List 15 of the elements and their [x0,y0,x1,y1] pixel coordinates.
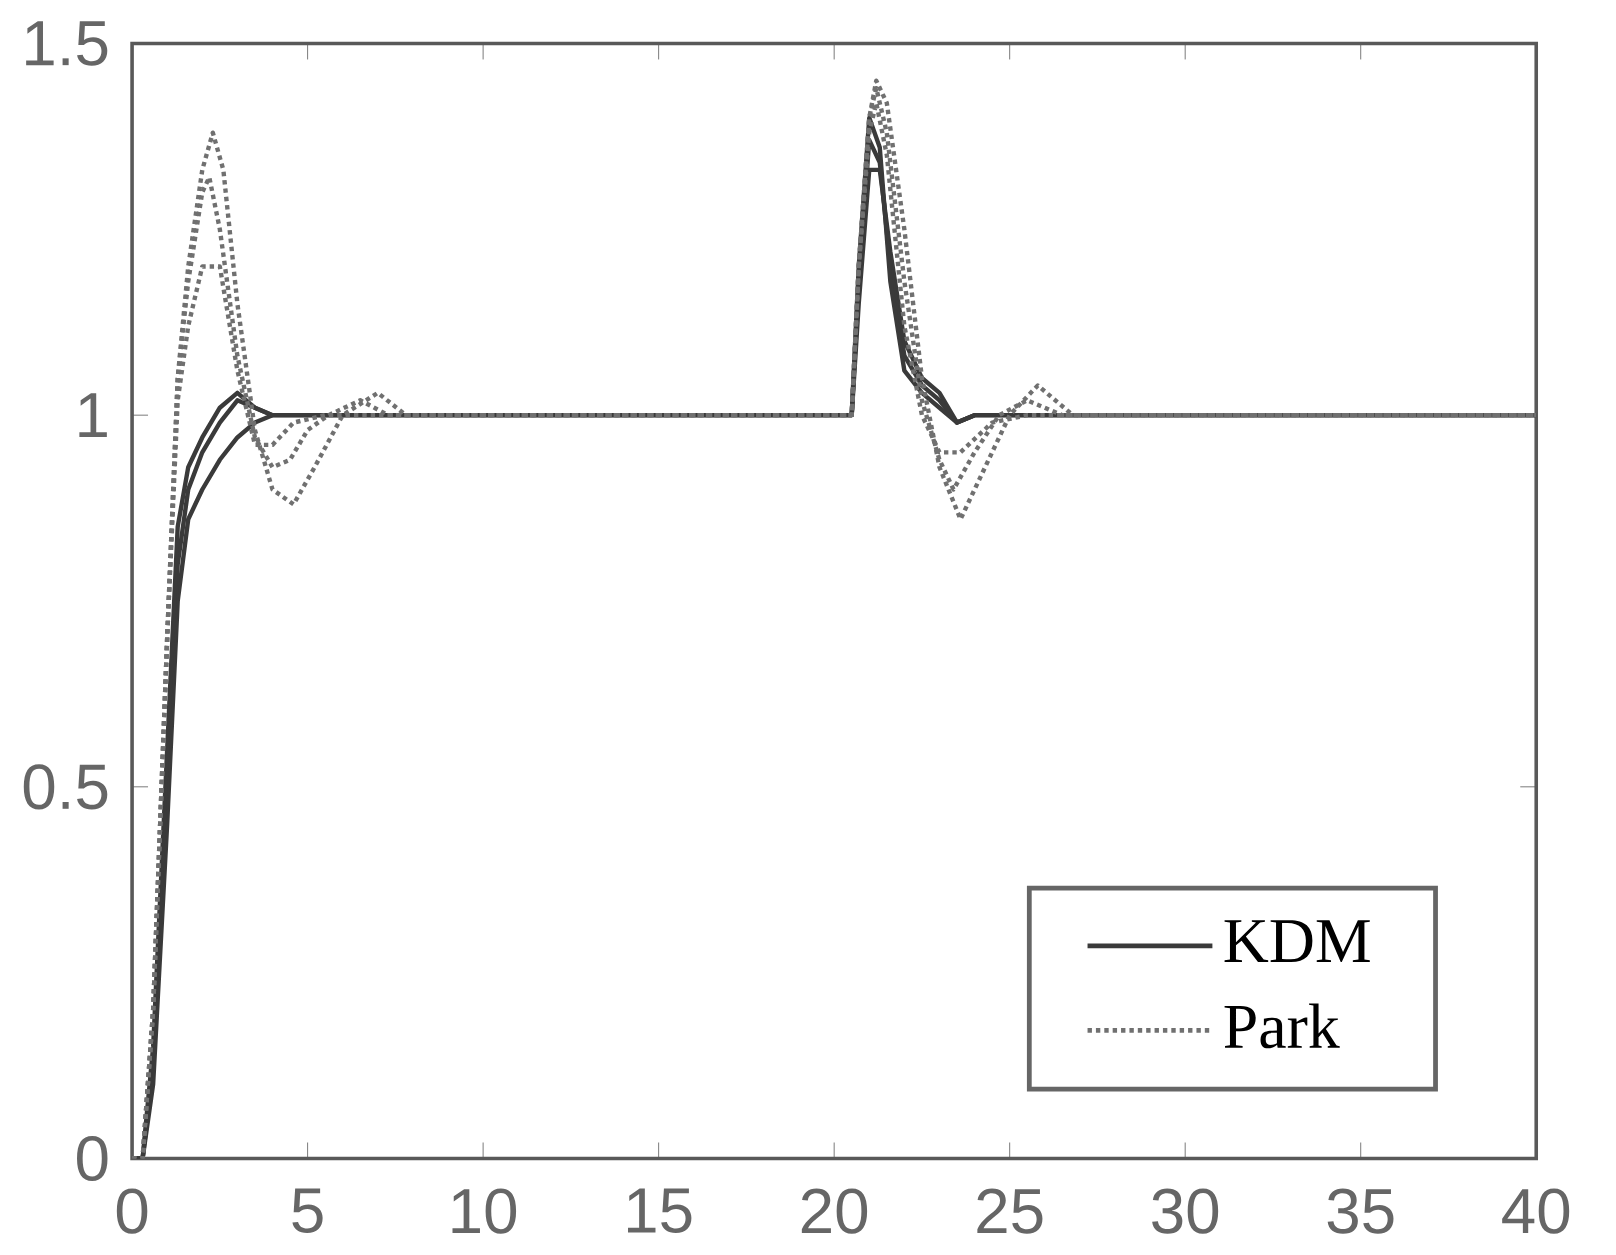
x-tick-label: 15 [628,1188,692,1234]
y-tick-label: 1.5 [26,21,108,66]
y-tick-label: 0 [77,1135,108,1182]
x-tick-label: 30 [1152,1188,1219,1234]
legend-label: Park [1224,1003,1340,1049]
y-tick-label: 0.5 [23,764,108,810]
x-tick-label: 20 [801,1188,868,1234]
x-tick-label: 0 [116,1188,148,1234]
y-tick-label: 1 [79,393,107,438]
legend-label: KDM [1224,920,1370,963]
x-tick-label: 10 [452,1188,517,1234]
x-tick-label: 40 [1502,1188,1570,1234]
x-tick-label: 5 [292,1188,323,1234]
x-tick-label: 25 [977,1188,1043,1234]
x-tick-label: 35 [1327,1188,1394,1234]
